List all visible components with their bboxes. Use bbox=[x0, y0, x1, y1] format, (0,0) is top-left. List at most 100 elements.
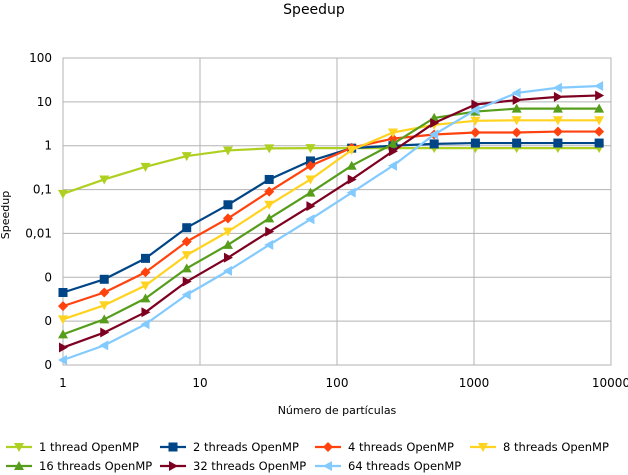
data-point bbox=[182, 223, 192, 233]
series-line bbox=[62, 141, 600, 294]
chart-title: Speedup bbox=[283, 2, 345, 18]
data-point bbox=[305, 144, 316, 154]
data-point bbox=[594, 126, 605, 137]
series-line bbox=[62, 84, 600, 362]
data-point bbox=[99, 274, 109, 284]
x-axis-ticks: 1 10 100 1000 10000 bbox=[59, 376, 628, 390]
y-tick-label: 100 bbox=[29, 51, 52, 65]
data-point bbox=[264, 239, 274, 250]
data-point bbox=[100, 327, 110, 338]
x-tick-label: 1000 bbox=[459, 376, 490, 390]
data-point bbox=[99, 314, 110, 324]
y-tick-label: 0 bbox=[44, 358, 52, 372]
data-point bbox=[223, 252, 233, 263]
data-point bbox=[58, 329, 68, 339]
data-point bbox=[140, 267, 151, 278]
data-point bbox=[99, 301, 110, 311]
data-point bbox=[99, 287, 110, 298]
y-tick-label: 0,01 bbox=[25, 226, 52, 240]
data-point bbox=[222, 239, 233, 249]
plot-area-border bbox=[62, 57, 612, 366]
data-point bbox=[387, 128, 398, 138]
data-point bbox=[99, 340, 109, 351]
legend-label: 32 threads OpenMP bbox=[193, 459, 306, 473]
data-point bbox=[470, 127, 481, 138]
legend-swatch-marker bbox=[323, 461, 332, 471]
series-line bbox=[62, 147, 600, 195]
data-point bbox=[265, 226, 275, 237]
data-point bbox=[512, 95, 522, 106]
legend-label: 8 threads OpenMP bbox=[503, 440, 609, 454]
data-point bbox=[594, 103, 605, 113]
data-point bbox=[346, 160, 357, 170]
data-point bbox=[594, 138, 604, 148]
y-tick-label: 0,1 bbox=[33, 183, 52, 197]
legend-item: 2 threads OpenMP bbox=[160, 440, 299, 454]
series-line bbox=[62, 130, 600, 308]
data-point bbox=[470, 105, 480, 116]
series-7 bbox=[58, 80, 604, 366]
data-point bbox=[181, 289, 191, 300]
series-2 bbox=[58, 138, 604, 297]
data-point bbox=[181, 152, 192, 162]
data-point bbox=[58, 315, 68, 325]
legend-label: 2 threads OpenMP bbox=[193, 440, 299, 454]
y-axis-label: Speedup bbox=[0, 191, 12, 239]
data-point bbox=[553, 91, 563, 102]
legend: 1 thread OpenMP 2 threads OpenMP 4 threads… bbox=[6, 440, 609, 473]
data-point bbox=[140, 281, 151, 291]
data-point bbox=[306, 201, 316, 212]
data-point bbox=[430, 117, 440, 128]
data-point bbox=[181, 263, 192, 273]
data-point bbox=[512, 138, 522, 148]
legend-item: 64 threads OpenMP bbox=[315, 459, 461, 473]
data-point bbox=[222, 227, 233, 237]
data-point bbox=[58, 189, 68, 199]
data-point bbox=[429, 129, 439, 140]
data-point bbox=[305, 214, 315, 225]
data-point bbox=[346, 145, 357, 155]
data-point bbox=[387, 138, 398, 148]
grid bbox=[62, 57, 612, 366]
data-point bbox=[305, 187, 316, 197]
data-point bbox=[594, 80, 604, 91]
legend-swatch-marker bbox=[14, 443, 24, 452]
data-point bbox=[264, 174, 274, 184]
y-tick-label: 1 bbox=[44, 139, 52, 153]
data-point bbox=[140, 293, 151, 303]
legend-item: 16 threads OpenMP bbox=[6, 459, 152, 473]
data-point bbox=[552, 82, 562, 93]
data-point bbox=[140, 162, 151, 172]
data-point bbox=[552, 103, 563, 113]
data-point bbox=[58, 287, 68, 297]
data-point bbox=[594, 116, 605, 126]
series-group bbox=[58, 80, 605, 366]
data-point bbox=[552, 126, 563, 137]
data-point bbox=[223, 200, 233, 210]
data-point bbox=[347, 174, 357, 185]
series-3 bbox=[58, 126, 605, 312]
x-tick-label: 10 bbox=[192, 376, 207, 390]
data-point bbox=[264, 186, 275, 197]
y-tick-label: 0 bbox=[44, 314, 52, 328]
legend-label: 1 thread OpenMP bbox=[39, 440, 139, 454]
data-point bbox=[595, 90, 605, 101]
data-point bbox=[511, 87, 521, 98]
series-line bbox=[62, 107, 600, 336]
data-point bbox=[222, 265, 232, 276]
data-point bbox=[429, 139, 439, 149]
legend-item: 4 threads OpenMP bbox=[315, 440, 454, 454]
legend-swatch-marker bbox=[169, 461, 178, 471]
y-axis-ticks: 100 10 1 0,1 0,01 0 0 0 bbox=[25, 51, 52, 372]
x-tick-label: 100 bbox=[326, 376, 349, 390]
legend-swatch-marker bbox=[478, 443, 488, 452]
series-5 bbox=[58, 103, 605, 339]
data-point bbox=[471, 99, 481, 110]
data-point bbox=[141, 307, 151, 318]
data-point bbox=[182, 276, 192, 287]
data-point bbox=[140, 319, 150, 330]
legend-label: 4 threads OpenMP bbox=[348, 440, 454, 454]
series-1 bbox=[58, 144, 605, 199]
data-point bbox=[264, 144, 275, 154]
